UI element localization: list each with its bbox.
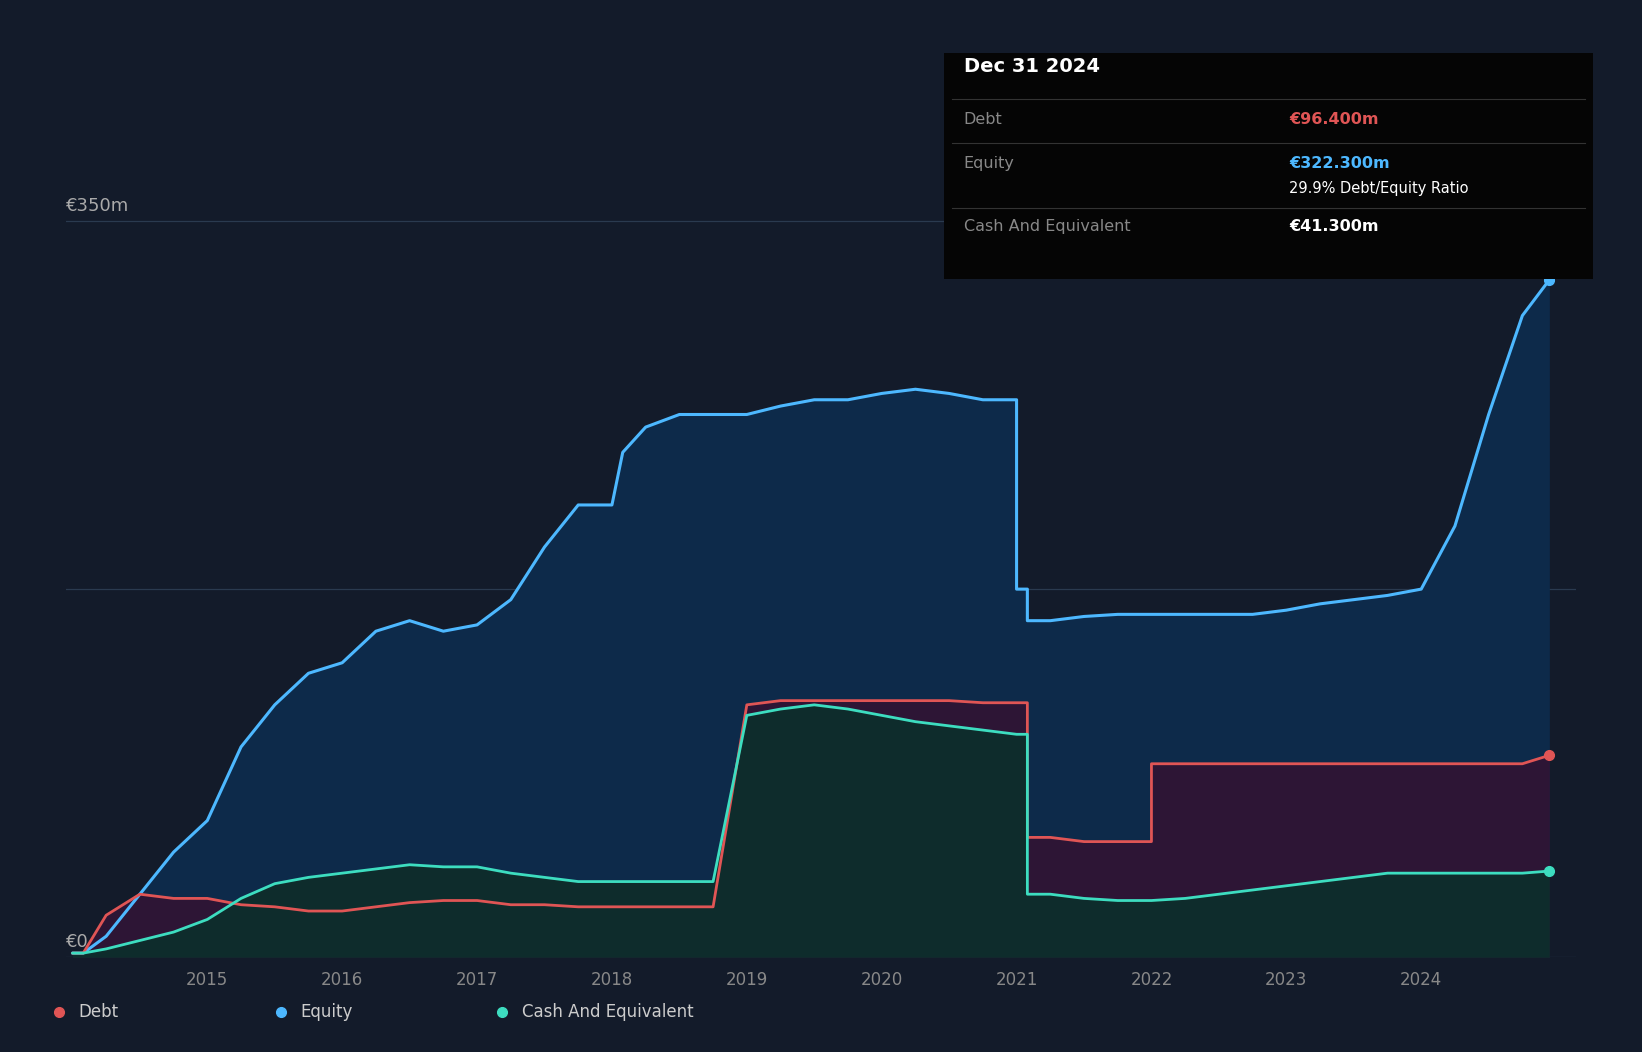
Text: 29.9% Debt/Equity Ratio: 29.9% Debt/Equity Ratio — [1289, 181, 1468, 196]
Text: Equity: Equity — [964, 157, 1015, 171]
Text: €96.400m: €96.400m — [1289, 113, 1379, 127]
Text: €322.300m: €322.300m — [1289, 157, 1389, 171]
Text: €41.300m: €41.300m — [1289, 220, 1379, 235]
Text: Cash And Equivalent: Cash And Equivalent — [964, 220, 1130, 235]
Text: €350m: €350m — [66, 197, 130, 215]
Text: Debt: Debt — [79, 1003, 118, 1021]
Text: Debt: Debt — [964, 113, 1003, 127]
Text: Dec 31 2024: Dec 31 2024 — [964, 57, 1100, 76]
Text: Equity: Equity — [300, 1003, 353, 1021]
Text: Cash And Equivalent: Cash And Equivalent — [522, 1003, 695, 1021]
Text: €0: €0 — [66, 933, 89, 951]
